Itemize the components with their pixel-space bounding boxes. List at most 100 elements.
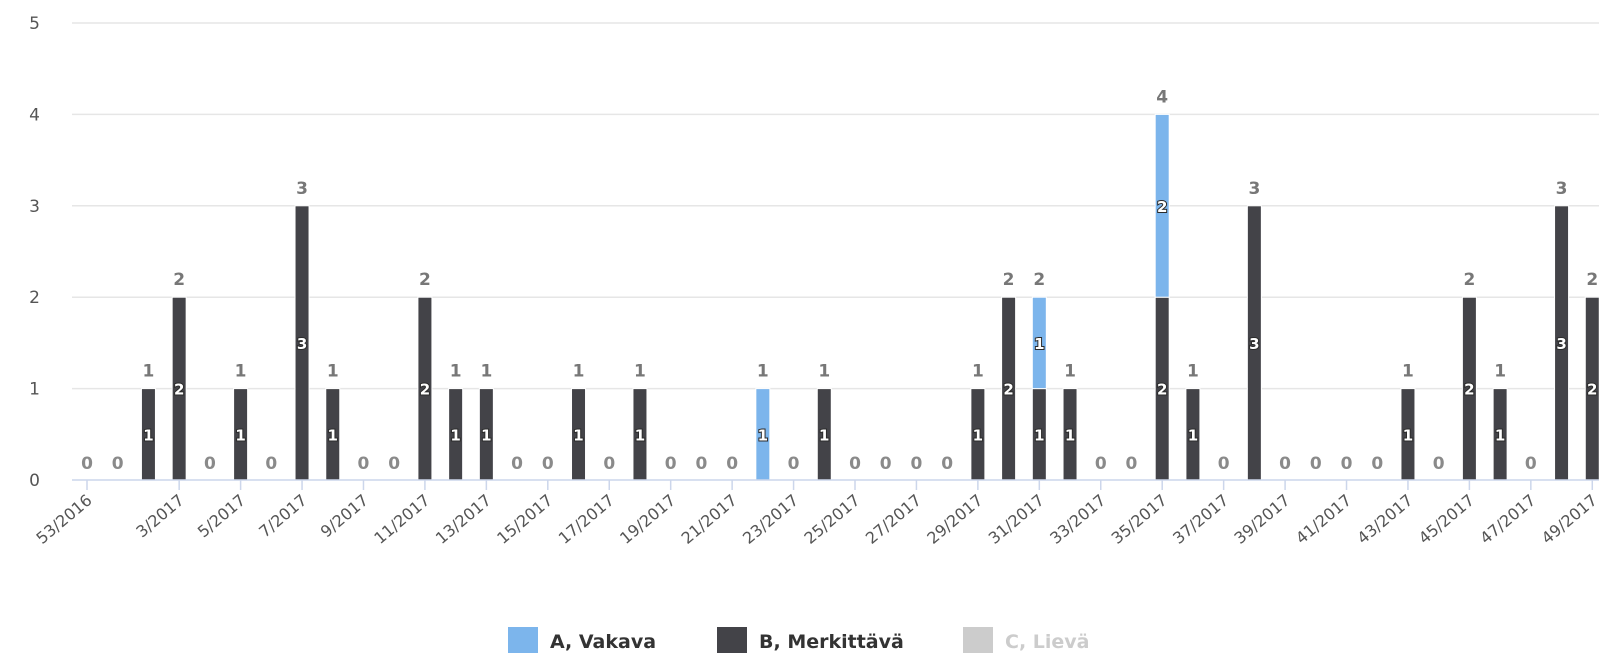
data-label-segment: 1 — [1495, 426, 1505, 444]
data-label-segment: 2 — [1464, 381, 1474, 399]
data-label-total: 4 — [1156, 87, 1168, 107]
y-tick-label-3: 3 — [29, 197, 40, 217]
data-label-total: 3 — [296, 179, 308, 199]
x-tick-label-39/2017: 39/2017 — [1231, 491, 1294, 548]
data-label-segment: 1 — [1403, 426, 1413, 444]
data-label-total: 0 — [665, 454, 677, 474]
data-label-total: 1 — [327, 362, 339, 382]
data-label-segment: 1 — [481, 426, 491, 444]
x-tick-label-5/2017: 5/2017 — [194, 491, 249, 542]
data-label-total: 1 — [1187, 362, 1199, 382]
x-axis: 53/2016 3/2017 5/2017 7/2017 9/201711/201713… — [32, 479, 1599, 548]
legend-item-A, Vakava[interactable]: A, Vakava — [508, 627, 656, 653]
data-label-total: 1 — [1402, 362, 1414, 382]
data-label-segment: 1 — [1034, 335, 1044, 353]
data-label-segment: 2 — [174, 381, 184, 399]
data-label-total: 1 — [235, 362, 247, 382]
x-tick-label-49/2017: 49/2017 — [1538, 491, 1599, 548]
bar-segment-A, Vakava-35/2017[interactable] — [1154, 113, 1170, 298]
data-label-segment: 3 — [1556, 335, 1566, 353]
data-label-segment: 2 — [1003, 381, 1013, 399]
legend-item-C, Lievä[interactable]: C, Lievä — [963, 627, 1090, 653]
x-tick-label-21/2017: 21/2017 — [678, 491, 741, 548]
data-label-total: 0 — [112, 454, 124, 474]
bar-segment-A, Vakava-31/2017[interactable] — [1031, 296, 1047, 390]
data-label-total: 0 — [265, 454, 277, 474]
data-label-segment: 1 — [235, 426, 245, 444]
legend-label: A, Vakava — [550, 631, 656, 653]
legend-item-B, Merkittävä[interactable]: B, Merkittävä — [717, 627, 904, 653]
x-tick-label-41/2017: 41/2017 — [1292, 491, 1355, 548]
data-label-segment: 1 — [1034, 426, 1044, 444]
data-label-total: 1 — [634, 362, 646, 382]
gridlines — [72, 22, 1599, 390]
data-label-segment: 1 — [819, 426, 829, 444]
legend-swatch — [717, 627, 747, 653]
x-tick-label-29/2017: 29/2017 — [923, 491, 986, 548]
data-label-total: 0 — [204, 454, 216, 474]
data-label-total: 2 — [1463, 270, 1475, 290]
data-label-total: 1 — [143, 362, 155, 382]
data-label-segment: 1 — [1065, 426, 1075, 444]
data-label-total: 0 — [911, 454, 923, 474]
x-tick-label-43/2017: 43/2017 — [1353, 491, 1416, 548]
legend: A, Vakava B, Merkittävä C, Lievä — [508, 627, 1090, 653]
x-tick-label-35/2017: 35/2017 — [1108, 491, 1171, 548]
data-label-total: 2 — [173, 270, 185, 290]
legend-label: C, Lievä — [1005, 631, 1090, 653]
data-label-total: 1 — [972, 362, 984, 382]
data-label-total: 3 — [1556, 179, 1568, 199]
data-label-total: 0 — [788, 454, 800, 474]
x-tick-label-31/2017: 31/2017 — [985, 491, 1048, 548]
x-tick-label-25/2017: 25/2017 — [800, 491, 863, 548]
data-label-total: 0 — [1095, 454, 1107, 474]
data-label-total: 0 — [1341, 454, 1353, 474]
data-label-total: 0 — [1371, 454, 1383, 474]
data-label-total: 0 — [542, 454, 554, 474]
y-tick-label-5: 5 — [29, 14, 40, 34]
x-tick-label-47/2017: 47/2017 — [1476, 491, 1539, 548]
data-label-total: 1 — [573, 362, 585, 382]
data-label-total: 0 — [1433, 454, 1445, 474]
data-label-total: 1 — [818, 362, 830, 382]
data-label-total: 0 — [1310, 454, 1322, 474]
data-label-total: 1 — [480, 362, 492, 382]
x-tick-label-13/2017: 13/2017 — [432, 491, 495, 548]
data-label-total: 0 — [849, 454, 861, 474]
data-label-total: 0 — [1126, 454, 1138, 474]
y-axis: 0 1 2 3 4 5 — [29, 14, 40, 491]
data-label-total: 0 — [1218, 454, 1230, 474]
x-tick-label-11/2017: 11/2017 — [370, 491, 433, 548]
x-tick-label-9/2017: 9/2017 — [317, 491, 372, 542]
data-label-segment: 3 — [297, 335, 307, 353]
y-tick-label-0: 0 — [29, 471, 40, 491]
data-label-total: 3 — [1248, 179, 1260, 199]
data-label-total: 0 — [941, 454, 953, 474]
x-tick-label-3/2017: 3/2017 — [132, 491, 187, 542]
data-label-total: 2 — [1033, 270, 1045, 290]
x-tick-label-15/2017: 15/2017 — [493, 491, 556, 548]
data-label-segment: 3 — [1249, 335, 1259, 353]
data-label-total: 1 — [1494, 362, 1506, 382]
x-tick-label-37/2017: 37/2017 — [1169, 491, 1232, 548]
x-tick-label-33/2017: 33/2017 — [1046, 491, 1109, 548]
data-label-total: 0 — [81, 454, 93, 474]
x-tick-label-45/2017: 45/2017 — [1415, 491, 1478, 548]
x-tick-label-53/2016: 53/2016 — [32, 491, 95, 548]
data-label-total: 0 — [388, 454, 400, 474]
x-tick-label-27/2017: 27/2017 — [862, 491, 925, 548]
x-tick-label-23/2017: 23/2017 — [739, 491, 802, 548]
data-label-total: 0 — [603, 454, 615, 474]
x-tick-label-17/2017: 17/2017 — [555, 491, 618, 548]
y-tick-label-2: 2 — [29, 288, 40, 308]
data-label-segment: 1 — [328, 426, 338, 444]
data-label-total: 1 — [1064, 362, 1076, 382]
data-label-total: 0 — [726, 454, 738, 474]
data-label-segment: 1 — [1188, 426, 1198, 444]
x-tick-label-19/2017: 19/2017 — [616, 491, 679, 548]
data-label-total: 1 — [450, 362, 462, 382]
data-label-segment: 2 — [1587, 381, 1597, 399]
data-label-segment: 1 — [450, 426, 460, 444]
